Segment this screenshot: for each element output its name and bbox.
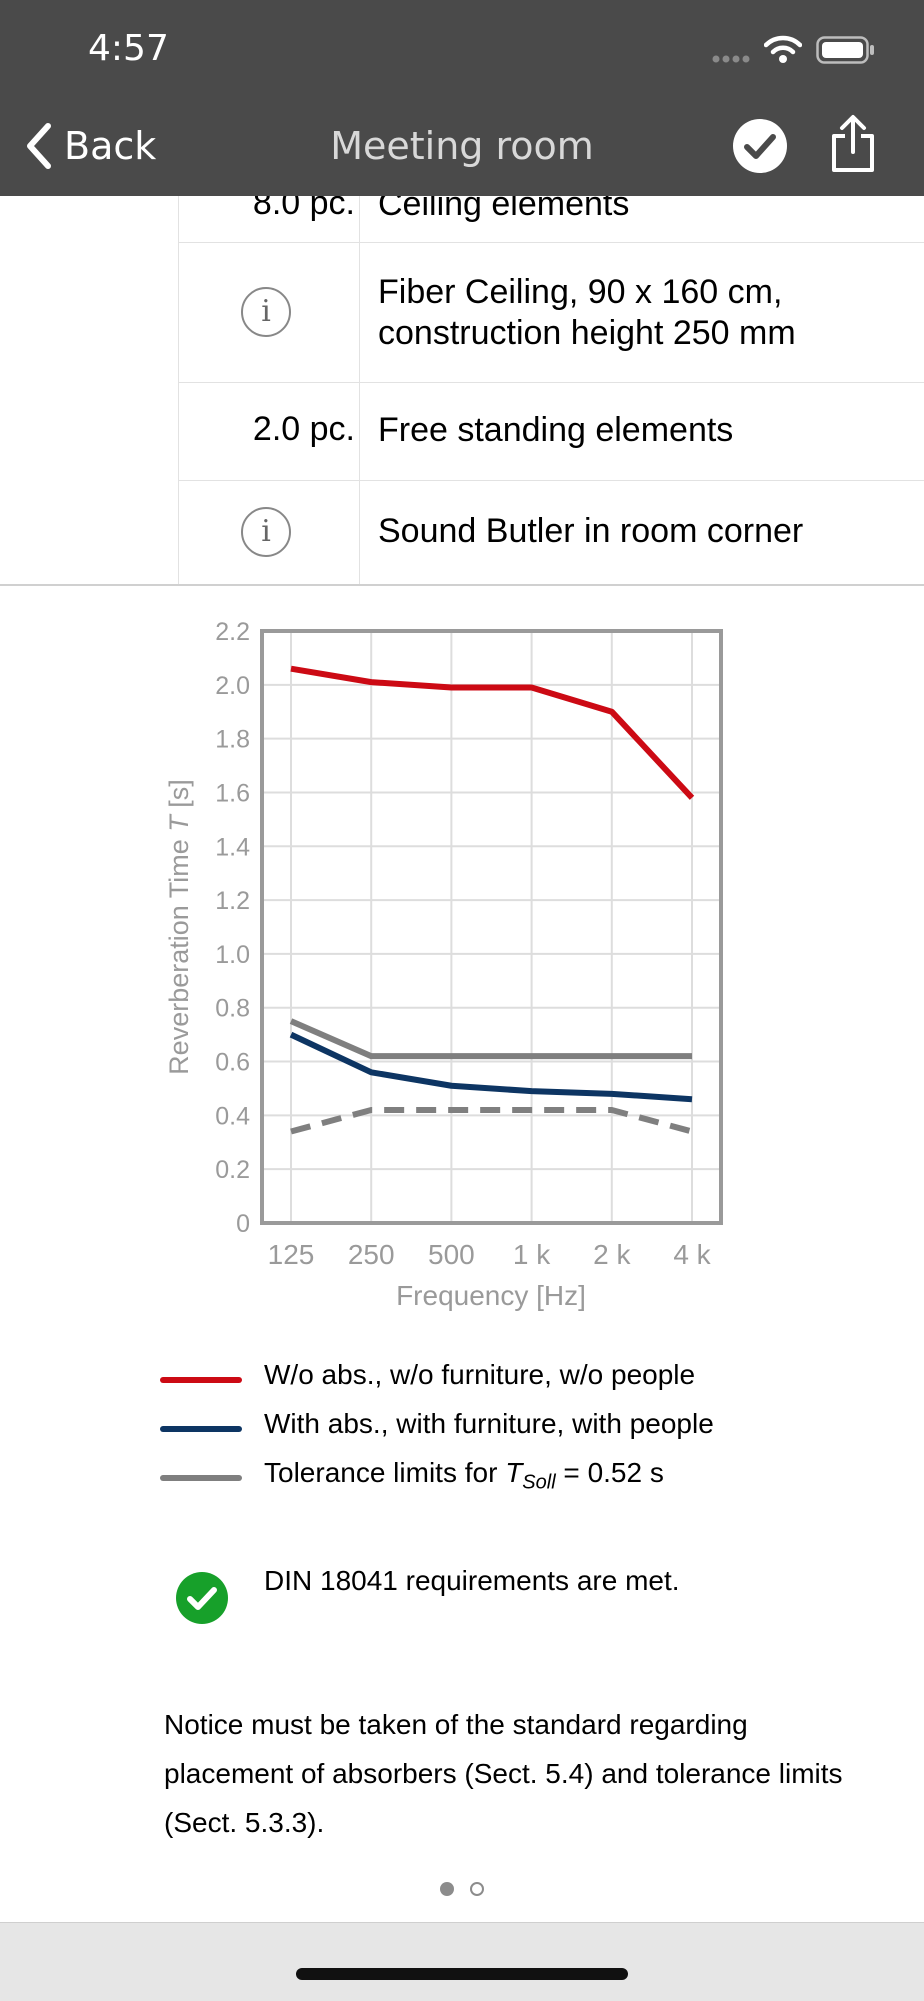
y-tick-label: 1.2 xyxy=(215,887,250,915)
row-quantity: 8.0 pc. xyxy=(252,196,355,222)
share-icon[interactable] xyxy=(828,114,878,174)
y-tick-label: 2.0 xyxy=(215,672,250,700)
x-tick-label: 4 k xyxy=(673,1239,711,1270)
reverberation-chart: 0 0.2 0.4 0.6 0.8 1.0 1.2 1.4 1.6 1.8 2.0 2.2 125 25… xyxy=(164,618,723,1311)
y-tick-label: 1.4 xyxy=(215,833,250,861)
page-title: Meeting room xyxy=(330,124,594,168)
y-axis-label: Reverberation Time T [s] xyxy=(164,779,194,1075)
success-check-icon xyxy=(176,1572,228,1624)
status-time: 4:57 xyxy=(88,28,169,69)
y-tick-label: 1.8 xyxy=(215,726,250,754)
legend-label: W/o abs., w/o furniture, w/o people xyxy=(264,1359,696,1390)
y-tick-label: 1.6 xyxy=(215,779,250,807)
y-tick-labels: 0 0.2 0.4 0.6 0.8 1.0 1.2 1.4 1.6 1.8 2.0 2.2 xyxy=(215,618,250,1238)
x-tick-labels: 125 250 500 1 k 2 k 4 k xyxy=(268,1239,712,1270)
table-row: 2.0 pc. Free standing elements xyxy=(178,383,924,481)
tolerance-lower-line xyxy=(290,1106,693,1135)
y-tick-label: 0.2 xyxy=(215,1156,250,1184)
chevron-left-icon xyxy=(27,123,51,169)
series-layer xyxy=(289,665,695,1135)
legend-label: With abs., with furniture, with people xyxy=(264,1408,714,1439)
battery-icon xyxy=(816,36,874,64)
legend-swatch xyxy=(160,1426,242,1432)
y-tick-label: 1.0 xyxy=(215,941,250,969)
plot-frame xyxy=(260,629,723,1225)
page-dot[interactable] xyxy=(470,1882,485,1896)
x-tick-label: 2 k xyxy=(593,1239,631,1270)
bottom-bar xyxy=(0,1922,924,2001)
row-description: Sound Butler in room corner xyxy=(378,512,804,550)
x-tick-label: 500 xyxy=(428,1239,475,1270)
requirements-status: DIN 18041 requirements are met. xyxy=(264,1565,680,1596)
row-description: Ceiling elements xyxy=(378,196,630,223)
elements-table: 8.0 pc. Ceiling elements i Fiber Ceiling… xyxy=(0,196,924,586)
legend-label: Tolerance limits for TSoll = 0.52 s xyxy=(264,1457,664,1494)
y-tick-label: 0.4 xyxy=(215,1102,250,1130)
back-button[interactable]: Back xyxy=(24,116,156,176)
home-indicator[interactable] xyxy=(296,1968,628,1980)
confirm-check-icon[interactable] xyxy=(732,118,788,174)
row-description: Free standing elements xyxy=(378,411,734,449)
x-tick-label: 1 k xyxy=(513,1239,551,1270)
legend-swatch xyxy=(160,1377,242,1383)
y-tick-label: 0.6 xyxy=(215,1049,250,1077)
page-indicator[interactable] xyxy=(0,1882,924,1901)
series-line-1 xyxy=(289,1031,693,1103)
back-label: Back xyxy=(64,124,157,168)
wifi-icon xyxy=(764,35,802,63)
legend-swatch xyxy=(160,1475,242,1481)
tolerance-upper-line xyxy=(289,1018,692,1060)
signal-icon xyxy=(712,55,750,63)
chart-grid xyxy=(262,630,721,1224)
notice-text: Notice must be taken of the standard reg… xyxy=(164,1709,843,1838)
table-row[interactable]: i Fiber Ceiling, 90 x 160 cm, constructi… xyxy=(178,242,924,383)
navigation-bar: Back Meeting room xyxy=(0,98,924,196)
info-icon[interactable]: i xyxy=(241,287,291,337)
row-quantity: 2.0 pc. xyxy=(252,410,355,448)
y-tick-label: 2.2 xyxy=(215,618,250,646)
table-row[interactable]: i Sound Butler in room corner xyxy=(178,481,924,584)
y-tick-label: 0.8 xyxy=(215,995,250,1023)
x-tick-label: 250 xyxy=(348,1239,395,1270)
row-description: Fiber Ceiling, 90 x 160 cm, construction… xyxy=(378,273,796,352)
series-line-0 xyxy=(290,665,695,800)
status-bar: 4:57 xyxy=(0,0,924,98)
info-icon[interactable]: i xyxy=(241,507,291,557)
x-axis-label: Frequency [Hz] xyxy=(396,1280,586,1311)
table-row: 8.0 pc. Ceiling elements xyxy=(178,196,924,243)
x-tick-label: 125 xyxy=(268,1239,315,1270)
page-dot-active[interactable] xyxy=(439,1882,454,1896)
y-tick-label: 0 xyxy=(236,1210,250,1238)
